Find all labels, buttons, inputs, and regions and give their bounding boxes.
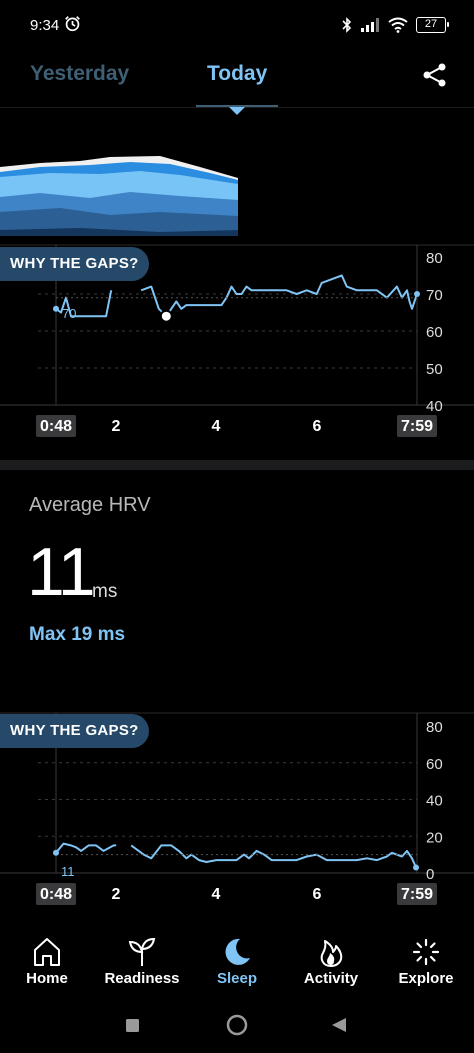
day-tabs: Yesterday Today	[0, 52, 474, 115]
battery-indicator: 27	[416, 17, 449, 33]
why-the-gaps-button-hrv[interactable]: WHY THE GAPS?	[0, 714, 149, 748]
nav-readiness[interactable]: Readiness	[95, 928, 189, 987]
hrv-chart: 80 60 40 20 0 11 0:48 2 4 6 7:59 WHY THE GAPS?	[0, 710, 474, 910]
sleep-stages-graph	[0, 156, 238, 236]
home-button[interactable]	[226, 1014, 248, 1036]
heart-rate-chart: 80 70 60 50 40 70 0:48 2 4 6 7:59 WHY THE GAPS?	[0, 240, 474, 450]
nav-label: Readiness	[104, 970, 180, 987]
bluetooth-icon	[342, 17, 352, 33]
y-tick-label: 0	[426, 866, 434, 883]
recent-apps-button[interactable]	[126, 1019, 139, 1032]
x-tick-label: 0:48	[40, 418, 72, 435]
y-tick-label: 40	[426, 398, 443, 415]
bottom-nav: Home Readiness Sleep Activity	[0, 928, 474, 998]
end-point	[412, 864, 419, 871]
signal-icon	[361, 18, 379, 32]
y-tick-label: 70	[426, 287, 443, 304]
y-tick-label: 40	[426, 793, 443, 810]
x-tick-box	[397, 883, 437, 905]
lowest-label: 11	[61, 864, 75, 879]
tab-caret-icon	[229, 107, 245, 115]
end-point	[414, 291, 420, 297]
hrv-value: 11	[27, 534, 96, 610]
y-tick-label: 80	[426, 719, 443, 736]
x-tick-label: 2	[112, 418, 121, 435]
y-tick-label: 20	[426, 829, 443, 846]
home-icon	[34, 938, 60, 966]
x-tick-label: 2	[112, 886, 121, 903]
status-time: 9:34	[30, 17, 60, 34]
y-tick-label: 50	[426, 361, 443, 378]
tab-yesterday[interactable]: Yesterday	[30, 62, 130, 85]
lowest-label: 70	[62, 306, 76, 321]
flame-icon	[320, 940, 343, 967]
x-tick-label: 4	[212, 418, 221, 435]
hrv-unit: ms	[92, 581, 118, 602]
nav-home[interactable]: Home	[0, 928, 94, 987]
section-divider	[0, 460, 474, 470]
back-button[interactable]	[332, 1018, 346, 1032]
alarm-icon	[65, 16, 80, 32]
x-tick-label: 6	[313, 886, 322, 903]
nav-sleep[interactable]: Sleep	[190, 928, 284, 987]
hrv-plot: 80 60 40 20 0 11 0:48 2 4 6 7:59	[0, 712, 474, 905]
series-line	[55, 842, 117, 854]
x-tick-label: 0:48	[40, 886, 72, 903]
series-line	[140, 274, 418, 318]
nav-label: Activity	[303, 970, 359, 987]
x-tick-box	[397, 415, 437, 437]
x-tick-label: 6	[313, 418, 322, 435]
why-the-gaps-button[interactable]: WHY THE GAPS?	[0, 247, 149, 281]
x-tick-label: 7:59	[401, 418, 433, 435]
nav-explore[interactable]: Explore	[379, 928, 473, 987]
y-tick-label: 60	[426, 756, 443, 773]
sprout-icon	[128, 937, 156, 966]
x-tick-box	[36, 415, 76, 437]
x-tick-box	[36, 883, 76, 905]
hrv-title: Average HRV	[29, 494, 151, 516]
series-line	[130, 844, 417, 868]
y-tick-label: 60	[426, 324, 443, 341]
start-point	[53, 849, 59, 856]
nav-label: Explore	[398, 970, 454, 987]
hrv-max: Max 19 ms	[29, 624, 126, 645]
y-tick-label: 80	[426, 250, 443, 267]
x-tick-label: 4	[212, 886, 221, 903]
heart-rate-plot: 80 70 60 50 40 70 0:48 2 4 6 7:59	[0, 244, 474, 437]
sunburst-icon	[412, 938, 440, 966]
nav-label: Home	[26, 970, 68, 987]
share-icon[interactable]	[422, 62, 448, 88]
lowest-marker	[159, 309, 173, 323]
system-nav-bar	[126, 1014, 346, 1036]
status-bar: 9:34 27	[0, 0, 474, 50]
wifi-icon	[388, 17, 408, 33]
series-line	[55, 290, 113, 318]
moon-icon	[225, 938, 250, 965]
x-tick-label: 7:59	[401, 886, 433, 903]
nav-label: Sleep	[216, 970, 258, 987]
start-point	[53, 305, 59, 312]
nav-activity[interactable]: Activity	[284, 928, 378, 987]
tab-underline	[196, 105, 278, 107]
tab-today[interactable]: Today	[207, 62, 268, 85]
